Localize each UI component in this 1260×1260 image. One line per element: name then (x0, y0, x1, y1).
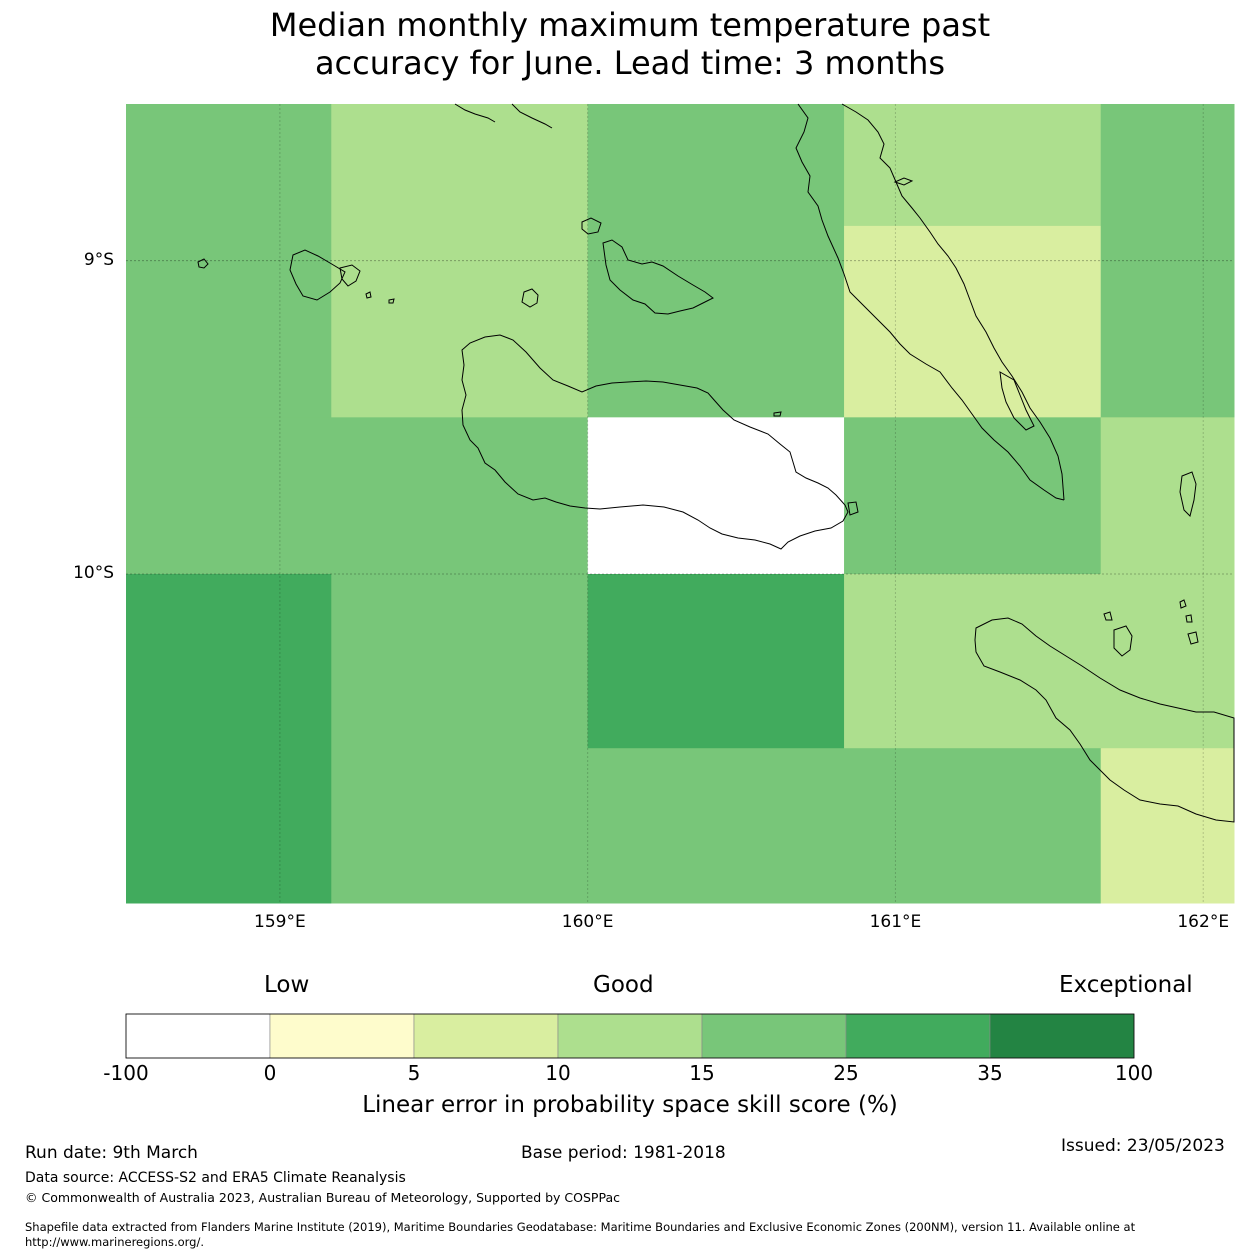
coastline-ulawa (1179, 471, 1197, 517)
coastline-small-2 (365, 291, 372, 299)
coastline-islet-5 (1179, 599, 1187, 609)
colorbar-tick-label: 5 (407, 1061, 421, 1085)
title-line-1: Median monthly maximum temperature past (269, 6, 991, 44)
shapefile-credit-line-1: Shapefile data extracted from Flanders M… (25, 1220, 1136, 1234)
coastline-islet-6 (1185, 614, 1193, 623)
grid-cell (844, 225, 1102, 418)
coastline-islet-4 (1103, 611, 1113, 621)
coastline-makira (974, 617, 1235, 823)
coastline-small-3 (773, 411, 782, 417)
grid-cell (126, 574, 332, 904)
grid-cell (587, 748, 1102, 904)
coastline-russell (289, 249, 346, 301)
colorbar-segment (989, 1013, 1135, 1059)
latitude-tick-label: 10°S (73, 563, 114, 583)
grid-cell (587, 417, 845, 575)
coastline-islet-3 (1113, 625, 1133, 657)
longitude-tick-label: 159°E (254, 912, 306, 932)
coastline-guadalcanal (461, 334, 849, 550)
colorbar-segment (125, 1013, 271, 1059)
coastline-islet-1 (893, 177, 914, 186)
coastline-small-1 (388, 298, 395, 304)
grid-cell (587, 574, 845, 749)
colorbar-segment (269, 1013, 415, 1059)
colorbar-tick-label: 25 (833, 1061, 859, 1085)
grid-cell (126, 104, 332, 418)
coastline-malaita-west (795, 103, 1065, 501)
latitude-tick-label: 9°S (83, 249, 114, 270)
coastline-florida-small (581, 217, 602, 235)
coastline-nggela (602, 239, 714, 315)
copyright: © Commonwealth of Australia 2023, Austra… (25, 1190, 620, 1205)
colorbar-tick-label: 100 (1114, 1061, 1154, 1085)
grid-cell (844, 104, 1102, 227)
colorbar-segment (557, 1013, 703, 1059)
colorbar-frame (125, 1013, 1135, 1059)
data-source: Data source: ACCESS-S2 and ERA5 Climate … (25, 1170, 406, 1186)
colorbar-tick-label: 15 (689, 1061, 715, 1085)
colorbar-tick-label: -100 (103, 1061, 149, 1085)
title-line-2: accuracy for June. Lead time: 3 months (314, 44, 946, 82)
grid-cell (331, 104, 589, 418)
shapefile-credit-line-2: http://www.marineregions.org/. (25, 1235, 204, 1249)
colorbar-low-label: Low (264, 972, 310, 998)
base-period: Base period: 1981-2018 (521, 1143, 726, 1163)
run-date: Run date: 9th March (25, 1143, 198, 1163)
issued-date: Issued: 23/05/2023 (1061, 1136, 1225, 1156)
coastline-malaita-bay (999, 371, 1035, 431)
grid-cell (126, 417, 589, 575)
longitude-tick-label: 161°E (869, 912, 922, 932)
colorbar-tick-label: 35 (977, 1061, 1003, 1085)
coastline-russell-east (339, 264, 361, 287)
grid-cell (1100, 748, 1235, 904)
coastline-islet-7 (1187, 631, 1199, 645)
colorbar-segment (701, 1013, 847, 1059)
coastline-small-west (197, 258, 209, 269)
coastline-isabel-north (454, 103, 553, 129)
grid-cell (1100, 417, 1235, 575)
coastline-savo (521, 288, 539, 308)
colorbar-tick-label: 0 (263, 1061, 277, 1085)
coastline-islet-2 (847, 501, 859, 516)
colorbar-exceptional-label: Exceptional (1059, 972, 1193, 998)
colorbar-tick-label: 10 (545, 1061, 571, 1085)
grid-cell (331, 574, 589, 904)
chart-title: Median monthly maximum temperature past … (0, 6, 1260, 82)
grid-cell (1100, 104, 1235, 418)
grid-cell (844, 574, 1235, 749)
colorbar-title: Linear error in probability space skill … (362, 1092, 898, 1118)
grid-cell (844, 417, 1102, 575)
colorbar-segment (413, 1013, 559, 1059)
longitude-tick-label: 160°E (561, 912, 614, 932)
colorbar-good-label: Good (593, 972, 654, 998)
longitude-tick-label: 162°E (1177, 912, 1230, 932)
coastline-malaita-east (841, 103, 1065, 501)
colorbar-segment (845, 1013, 991, 1059)
